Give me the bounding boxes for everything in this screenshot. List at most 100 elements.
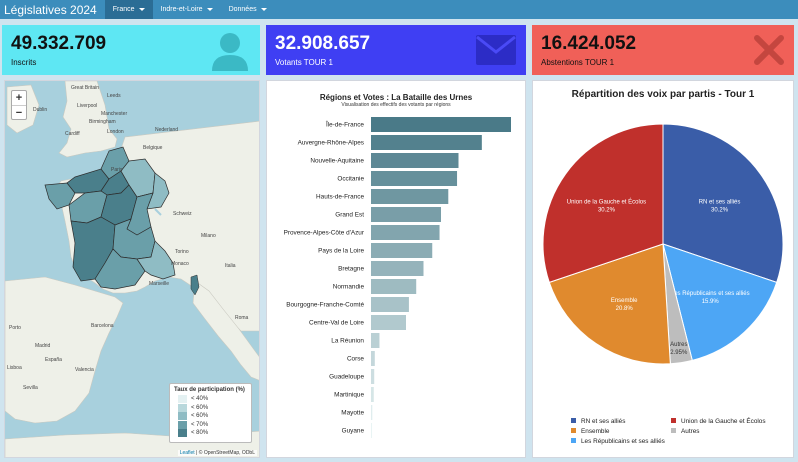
bar-6[interactable] [371, 225, 440, 240]
legend-item: < 40% [174, 395, 247, 404]
bar-5[interactable] [371, 207, 441, 222]
inscrits-value: 49.332.709 [11, 33, 107, 54]
menu-france-label: France [112, 6, 135, 13]
pie-slice-value-0: 30.2% [711, 207, 729, 213]
votants-label: Votants TOUR 1 [275, 58, 333, 67]
chevron-down-icon [260, 8, 267, 11]
attribution-text: | © OpenStreetMap, ODbL [194, 450, 255, 456]
bar-label-16: Mayotte [341, 410, 364, 417]
bar-label-12: La Réunion [331, 338, 364, 345]
bar-10[interactable] [371, 297, 409, 312]
bar-14[interactable] [371, 369, 375, 384]
legend-swatch [178, 429, 187, 438]
pie-slice-4[interactable] [542, 123, 664, 284]
map-label-great-britain: Great Britain [71, 85, 100, 91]
envelope-icon [476, 35, 516, 70]
bar-label-3: Occitanie [337, 176, 364, 183]
legend-label: < 70% [191, 421, 209, 428]
map-canvas[interactable]: Great Britain Leeds Dublin Liverpool Man… [5, 81, 259, 457]
pie-legend-swatch-4 [571, 438, 576, 443]
bar-16[interactable] [371, 405, 373, 420]
pie-chart-title: Répartition des voix par partis - Tour 1 [571, 89, 755, 100]
map-label-milano: Milano [201, 233, 216, 239]
map-label-sevilla: Sevilla [23, 385, 38, 391]
pie-slice-0[interactable] [662, 123, 784, 284]
pie-slice-value-4: 30.2% [598, 207, 616, 213]
pie-legend-label-0[interactable]: RN et ses alliés [581, 418, 625, 425]
zoom-out-button[interactable]: − [12, 105, 26, 119]
votants-value: 32.908.657 [275, 33, 371, 54]
legend-title: Taux de participation (%) [174, 387, 245, 393]
bar-label-9: Normandie [333, 284, 365, 291]
map-label-liverpool: Liverpool [77, 103, 98, 109]
bar-label-17: Guyane [342, 428, 365, 435]
bar-12[interactable] [371, 333, 380, 348]
bar-label-0: Île-de-France [325, 120, 364, 129]
legend-label: < 60% [191, 413, 209, 420]
pie-legend-label-2[interactable]: Ensemble [581, 428, 610, 435]
pie-legend-swatch-0 [571, 418, 576, 423]
bar-1[interactable] [371, 135, 482, 150]
bar-0[interactable] [371, 117, 511, 132]
bar-chart-subtitle: Visualisation des effectifs des votants … [341, 102, 451, 108]
bar-label-13: Corse [347, 356, 364, 363]
bar-label-5: Grand Est [335, 212, 364, 219]
map-label-valencia: Valencia [75, 367, 94, 373]
map-label-torino: Torino [175, 249, 189, 255]
pie-legend-swatch-2 [571, 428, 576, 433]
legend-swatch [178, 412, 187, 421]
legend-swatch [178, 395, 187, 404]
map-label-madrid: Madrid [35, 343, 51, 349]
bar-label-11: Centre-Val de Loire [309, 320, 364, 327]
bar-2[interactable] [371, 153, 459, 168]
bar-label-4: Hauts-de-France [316, 194, 364, 201]
pie-legend-label-3[interactable]: Autres [681, 428, 699, 435]
legend-label: < 60% [191, 404, 209, 411]
map-attribution: Leaflet | © OpenStreetMap, ODbL [177, 450, 257, 456]
menu-france[interactable]: France [104, 0, 153, 19]
abstentions-value: 16.424.052 [541, 33, 637, 54]
legend-swatch [178, 420, 187, 429]
map-label-cardiff: Cardiff [65, 131, 80, 137]
bar-chart: Île-de-France Auvergne-Rhône-Alpes Nouvell… [284, 117, 511, 438]
map-panel: Great Britain Leeds Dublin Liverpool Man… [4, 80, 260, 458]
navbar: Législatives 2024 France Indre-et-Loire … [0, 0, 798, 19]
bar-label-14: Guadeloupe [329, 374, 364, 381]
map-label-porto: Porto [9, 325, 21, 331]
map-label-paris: Paris [111, 167, 123, 173]
bar-15[interactable] [371, 387, 374, 402]
bar-chart-title: Régions et Votes : La Bataille des Urnes [319, 93, 473, 102]
bar-13[interactable] [371, 351, 375, 366]
pie-slice-name-0: RN et ses alliés [699, 199, 741, 205]
pie-slice-value-2: 2.95% [670, 350, 688, 356]
pie-legend-label-4[interactable]: Les Républicains et ses alliés [581, 438, 665, 445]
bar-7[interactable] [371, 243, 433, 258]
bar-17[interactable] [371, 423, 373, 438]
pie-slice-1[interactable] [662, 243, 778, 361]
menu-indre-et-loire[interactable]: Indre-et-Loire [153, 0, 221, 19]
pie-chart-panel: Répartition des voix par partis - Tour 1… [532, 80, 794, 458]
legend-item: < 60% [174, 403, 247, 413]
bar-11[interactable] [371, 315, 406, 330]
zoom-in-button[interactable]: + [15, 92, 23, 104]
app-title[interactable]: Législatives 2024 [4, 2, 97, 17]
pie-slice-3[interactable] [548, 243, 671, 365]
legend-label: < 40% [191, 396, 209, 403]
map-label-manchester: Manchester [101, 111, 128, 117]
pie-legend-swatch-1 [671, 418, 676, 423]
bar-label-7: Pays de la Loire [318, 248, 364, 255]
menu-donnees[interactable]: Données [221, 0, 275, 19]
bar-label-15: Martinique [334, 392, 364, 399]
leaflet-link[interactable]: Leaflet [179, 450, 195, 456]
pie-slice-value-3: 20.8% [616, 306, 634, 312]
chevron-down-icon [206, 8, 213, 11]
map-label-belgique: Belgique [143, 145, 163, 151]
chevron-down-icon [138, 8, 145, 11]
bar-3[interactable] [371, 171, 458, 186]
bar-4[interactable] [371, 189, 449, 204]
user-icon [210, 31, 250, 76]
pie-legend-label-1[interactable]: Union de la Gauche et Écolos [681, 416, 766, 425]
bar-label-6: Provence-Alpes-Côte d'Azur [284, 230, 365, 237]
bar-8[interactable] [371, 261, 424, 276]
bar-9[interactable] [371, 279, 417, 294]
